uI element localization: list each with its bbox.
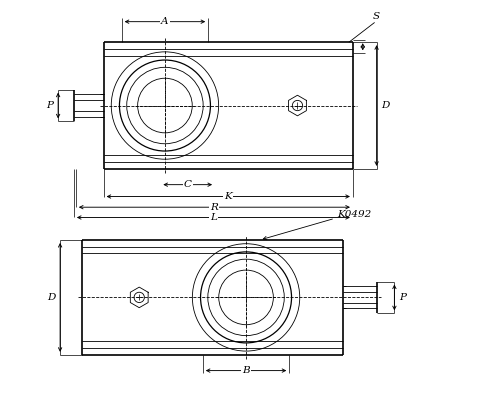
Text: K: K	[224, 192, 232, 201]
Text: L: L	[210, 213, 217, 222]
Text: S: S	[373, 12, 380, 21]
Text: B: B	[242, 366, 250, 375]
Text: D: D	[381, 101, 390, 110]
Text: C: C	[184, 180, 192, 189]
Text: D: D	[47, 293, 56, 302]
Text: P: P	[46, 101, 53, 110]
Text: K0492: K0492	[337, 210, 372, 219]
Text: R: R	[210, 203, 218, 212]
Text: P: P	[400, 293, 406, 302]
Text: A: A	[161, 17, 168, 26]
